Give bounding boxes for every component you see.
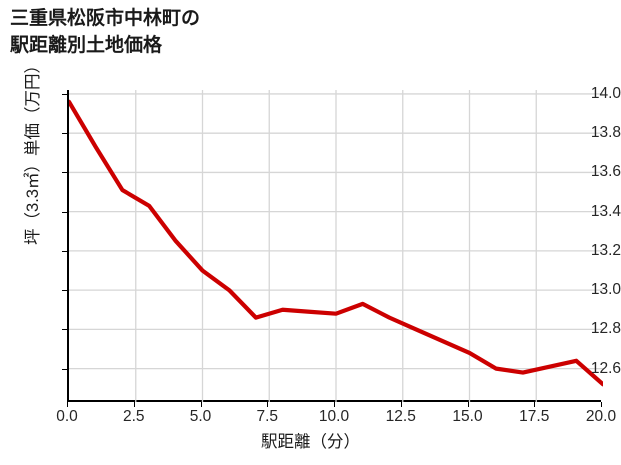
y-tick-mark — [62, 211, 67, 213]
x-tick-label: 10.0 — [318, 408, 350, 425]
y-tick-mark — [62, 368, 67, 370]
y-tick-mark — [62, 172, 67, 174]
x-tick-label: 5.0 — [189, 408, 212, 425]
x-tick-label: 17.5 — [519, 408, 550, 425]
y-tick-label: 12.6 — [590, 359, 621, 377]
x-tick-mark — [534, 402, 536, 407]
y-tick-mark — [62, 93, 67, 95]
y-tick-label: 13.2 — [590, 241, 621, 259]
gridlines — [69, 90, 603, 402]
x-tick-mark — [67, 402, 68, 407]
x-tick-mark — [200, 402, 202, 407]
x-tick-label: 20.0 — [585, 408, 617, 425]
x-tick-mark — [601, 402, 602, 407]
chart-canvas — [69, 90, 603, 402]
y-tick-label: 12.8 — [590, 320, 621, 338]
x-tick-mark — [133, 402, 135, 407]
data-series-group — [69, 99, 603, 387]
x-tick-mark — [267, 402, 269, 407]
x-tick-mark — [467, 402, 469, 407]
y-tick-mark — [62, 290, 67, 292]
y-tick-label: 13.8 — [590, 124, 621, 142]
x-tick-label: 2.5 — [122, 408, 145, 425]
y-tick-mark — [62, 250, 67, 252]
y-axis-label: 坪（3.3㎡）単価（万円） — [24, 57, 42, 245]
page-title: 三重県松阪市中林町の 駅距離別土地価格 — [10, 8, 201, 56]
y-tick-mark — [62, 133, 67, 135]
y-axis-label-wrapper: 坪（3.3㎡）単価（万円） — [19, 0, 42, 307]
x-tick-mark — [400, 402, 402, 407]
data-line — [69, 99, 603, 387]
x-tick-label: 12.5 — [385, 408, 416, 425]
y-tick-label: 13.6 — [590, 163, 621, 181]
y-tick-label: 13.0 — [590, 281, 621, 299]
y-tick-label: 13.4 — [590, 202, 621, 220]
y-tick-label: 14.0 — [590, 84, 621, 102]
x-tick-label: 0.0 — [56, 408, 78, 425]
plot-area — [67, 90, 603, 402]
x-tick-label: 15.0 — [452, 408, 483, 425]
x-axis-label: 駅距離（分） — [261, 433, 360, 451]
x-tick-label: 7.5 — [256, 408, 279, 425]
y-tick-mark — [62, 329, 67, 331]
x-tick-mark — [334, 402, 335, 407]
